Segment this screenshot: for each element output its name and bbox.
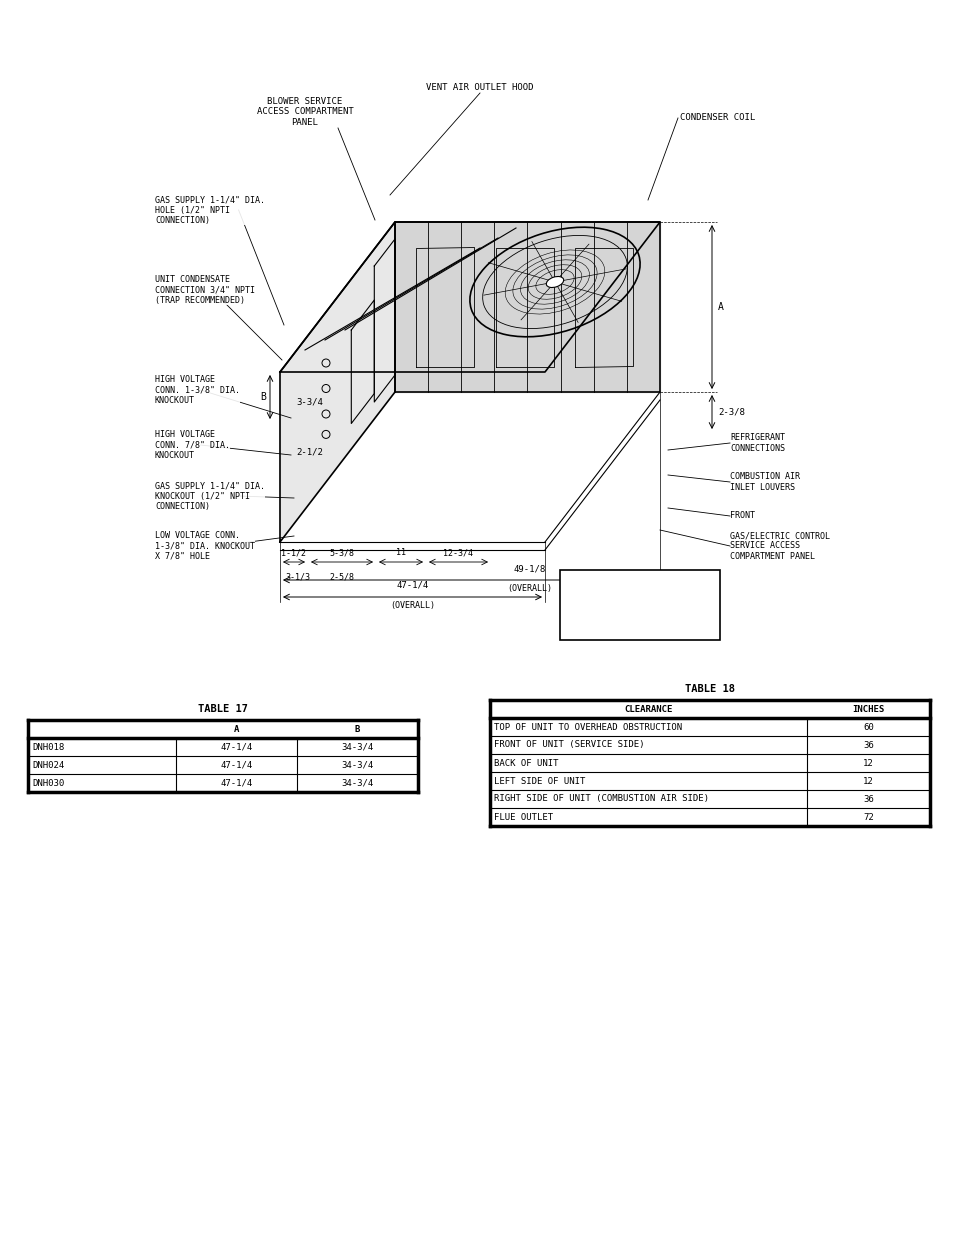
Text: 12: 12 <box>862 758 873 767</box>
Text: 36: 36 <box>862 741 873 750</box>
Text: 34-3/4: 34-3/4 <box>341 778 374 788</box>
Text: GAS SUPPLY 1-1/4" DIA.
HOLE (1/2" NPTI
CONNECTION): GAS SUPPLY 1-1/4" DIA. HOLE (1/2" NPTI C… <box>154 195 265 225</box>
Text: 1-1/2: 1-1/2 <box>281 548 306 557</box>
Text: 5-3/8: 5-3/8 <box>329 548 355 557</box>
Text: 3-3/4: 3-3/4 <box>296 398 323 406</box>
Text: (OVERALL): (OVERALL) <box>390 601 435 610</box>
Text: CONDENSER COIL: CONDENSER COIL <box>679 114 755 122</box>
Text: TABLE 18: TABLE 18 <box>684 684 734 694</box>
Text: COMBUSTION AIR
INLET LOUVERS: COMBUSTION AIR INLET LOUVERS <box>729 472 800 492</box>
Text: HIGH VOLTAGE
CONN. 7/8" DIA.
KNOCKOUT: HIGH VOLTAGE CONN. 7/8" DIA. KNOCKOUT <box>154 430 230 459</box>
Text: 2-5/8: 2-5/8 <box>329 573 355 582</box>
Polygon shape <box>395 222 659 391</box>
Text: 12: 12 <box>862 777 873 785</box>
Text: 47-1/4: 47-1/4 <box>220 761 253 769</box>
Text: INCHES: INCHES <box>851 704 883 714</box>
Text: GAS SUPPLY 1-1/4" DIA.
KNOCKOUT (1/2" NPTI
CONNECTION): GAS SUPPLY 1-1/4" DIA. KNOCKOUT (1/2" NP… <box>154 482 265 511</box>
Text: 34-3/4: 34-3/4 <box>341 742 374 752</box>
Text: A: A <box>718 303 723 312</box>
Text: GAS/ELECTRIC CONTROL
SERVICE ACCESS
COMPARTMENT PANEL: GAS/ELECTRIC CONTROL SERVICE ACCESS COMP… <box>729 531 829 561</box>
Text: FRONT: FRONT <box>729 511 754 520</box>
Text: BLOWER SERVICE
ACCESS COMPARTMENT
PANEL: BLOWER SERVICE ACCESS COMPARTMENT PANEL <box>256 98 353 127</box>
Text: 2-3/8: 2-3/8 <box>718 408 744 416</box>
Text: FLUE OUTLET: FLUE OUTLET <box>494 813 553 821</box>
Text: VENT AIR OUTLET HOOD: VENT AIR OUTLET HOOD <box>426 84 533 93</box>
Text: 2-1/2: 2-1/2 <box>296 447 323 457</box>
Text: 49-1/8: 49-1/8 <box>514 564 545 574</box>
Text: BACK OF UNIT: BACK OF UNIT <box>494 758 558 767</box>
Text: TOP OF UNIT TO OVERHEAD OBSTRUCTION: TOP OF UNIT TO OVERHEAD OBSTRUCTION <box>494 722 681 731</box>
Text: DNH024: DNH024 <box>32 761 64 769</box>
Polygon shape <box>280 222 659 372</box>
Text: 47-1/4: 47-1/4 <box>220 778 253 788</box>
Text: 3-1/3: 3-1/3 <box>285 573 310 582</box>
Text: HIGH VOLTAGE
CONN. 1-3/8" DIA.
KNOCKOUT: HIGH VOLTAGE CONN. 1-3/8" DIA. KNOCKOUT <box>154 375 240 405</box>
Text: LOW VOLTAGE CONN.
1-3/8" DIA. KNOCKOUT
X 7/8" HOLE: LOW VOLTAGE CONN. 1-3/8" DIA. KNOCKOUT X… <box>154 531 254 561</box>
Text: RIGHT SIDE OF UNIT (COMBUSTION AIR SIDE): RIGHT SIDE OF UNIT (COMBUSTION AIR SIDE) <box>494 794 708 804</box>
Bar <box>559 571 720 640</box>
Text: B: B <box>355 725 360 734</box>
Text: 12-3/4: 12-3/4 <box>443 548 473 557</box>
Text: TABLE 17: TABLE 17 <box>198 704 248 714</box>
Text: 47-1/4: 47-1/4 <box>220 742 253 752</box>
Text: A: A <box>233 725 239 734</box>
Text: FRONT OF UNIT (SERVICE SIDE): FRONT OF UNIT (SERVICE SIDE) <box>494 741 644 750</box>
Text: 47-1/4: 47-1/4 <box>395 580 428 589</box>
Text: 60: 60 <box>862 722 873 731</box>
Ellipse shape <box>546 277 563 288</box>
Text: 34-3/4: 34-3/4 <box>341 761 374 769</box>
Text: B: B <box>260 391 266 403</box>
Text: 36: 36 <box>862 794 873 804</box>
Text: UNIT CONDENSATE
CONNECTION 3/4" NPTI
(TRAP RECOMMENDED): UNIT CONDENSATE CONNECTION 3/4" NPTI (TR… <box>154 275 254 305</box>
Text: 11: 11 <box>395 548 406 557</box>
Text: DNH030: DNH030 <box>32 778 64 788</box>
Polygon shape <box>280 222 395 542</box>
Text: (OVERALL): (OVERALL) <box>507 584 552 593</box>
Text: LEFT SIDE OF UNIT: LEFT SIDE OF UNIT <box>494 777 585 785</box>
Text: CLEARANCE: CLEARANCE <box>623 704 672 714</box>
Text: REFRIGERANT
CONNECTIONS: REFRIGERANT CONNECTIONS <box>729 433 784 453</box>
Text: DNH018: DNH018 <box>32 742 64 752</box>
Text: 72: 72 <box>862 813 873 821</box>
